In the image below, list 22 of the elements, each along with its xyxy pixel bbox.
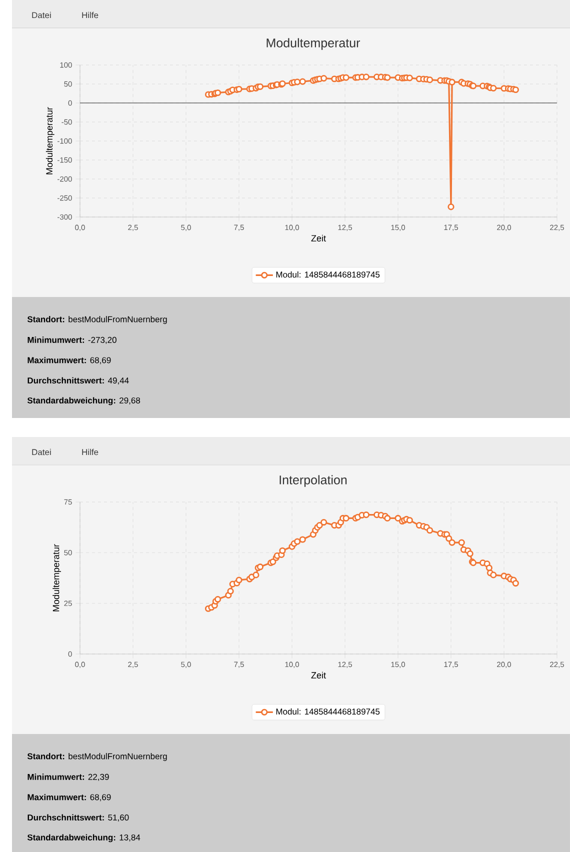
text: Durchschnittswert: 49,44 <box>28 377 129 385</box>
legend-label: Modul: 1485844468189745 <box>276 271 380 278</box>
y-axis-title: Modultemperatur <box>46 107 54 174</box>
text: Standort: bestModulFromNuernberg <box>27 753 167 761</box>
y-axis-title: Modultemperatur <box>52 544 61 612</box>
text: Minimumwert: -273,20 <box>28 336 116 344</box>
text: Datei <box>32 448 51 456</box>
x-axis-title: Zeit <box>311 672 326 678</box>
text: Standort: bestModulFromNuernberg <box>27 316 167 324</box>
text: Hilfe <box>82 12 98 18</box>
text: Durchschnittswert: 51,60 <box>28 814 129 822</box>
text: Maximumwert: 68,69 <box>28 794 111 802</box>
chart-title: Interpolation <box>280 475 347 487</box>
text: Hilfe <box>82 448 98 456</box>
text: Maximumwert: 68,69 <box>28 356 111 364</box>
text: Minimumwert: 22,39 <box>28 774 109 781</box>
chart-title: Modultemperatur <box>266 38 360 50</box>
x-axis-title: Zeit <box>311 234 326 242</box>
text: Standardabweichung: 13,84 <box>27 834 140 842</box>
legend-label: Modul: 1485844468189745 <box>276 708 380 715</box>
text: Datei <box>32 12 51 18</box>
text: Standardabweichung: 29,68 <box>27 397 140 406</box>
